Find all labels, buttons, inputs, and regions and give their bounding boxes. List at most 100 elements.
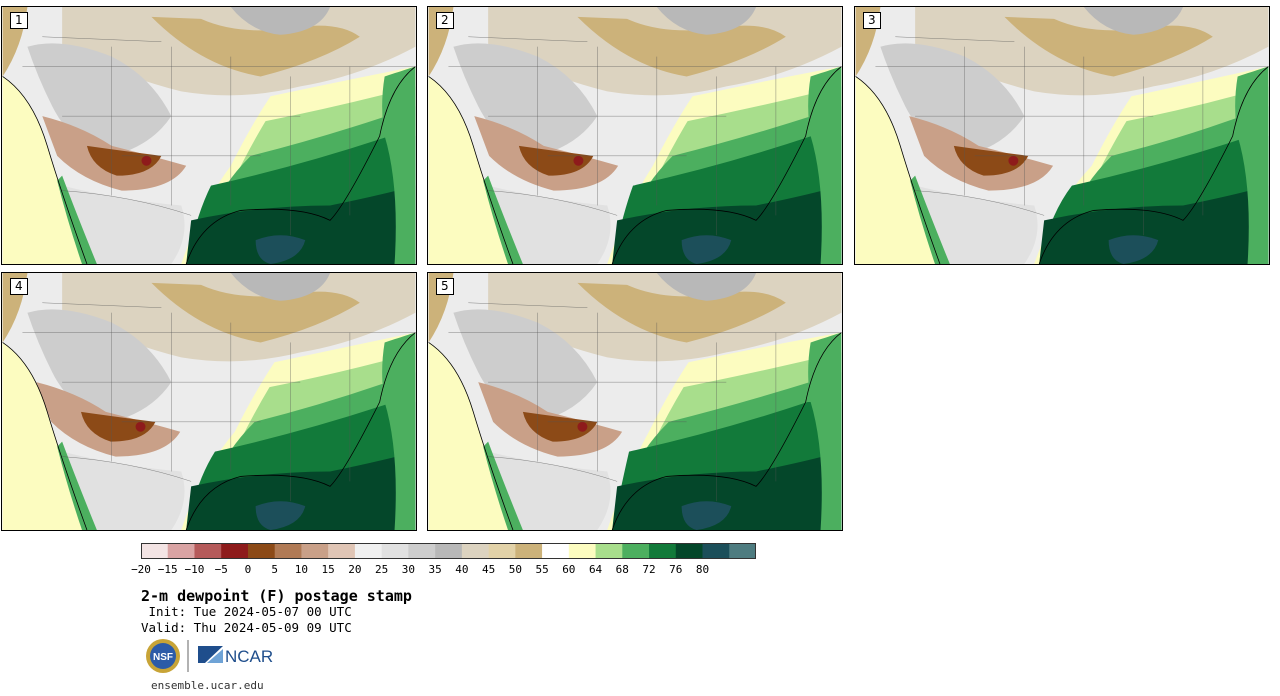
colorbar-swatch	[141, 543, 169, 559]
dewpoint-colorbar	[141, 543, 756, 559]
member-number-label: 5	[436, 278, 454, 295]
colorbar-swatch	[194, 543, 222, 559]
colorbar-swatch	[568, 543, 596, 559]
northern-plains-tan	[151, 282, 360, 343]
colorbar-swatch	[702, 543, 730, 559]
very-dry-core	[86, 145, 162, 176]
colorbar-tick-label: 76	[669, 563, 683, 576]
colorbar-tick-label: 40	[455, 563, 469, 576]
colorbar-tick-label: −15	[157, 563, 178, 576]
gulf-moist-76	[255, 235, 306, 264]
gulf-atlantic-coastline	[611, 332, 842, 530]
chart-title: 2-m dewpoint (F) postage stamp	[141, 587, 412, 605]
member-panel-3: 3	[854, 6, 1270, 265]
pacific-coastline	[2, 342, 88, 530]
colorbar-tick-label: 55	[535, 563, 549, 576]
colorbar-swatch	[675, 543, 703, 559]
gulf-moist-72	[186, 185, 416, 264]
pacific-ocean	[855, 76, 940, 264]
ncar-logo-text: NCAR	[225, 647, 273, 666]
mexico-west-coast-moist	[483, 175, 523, 264]
western-gray-region	[27, 309, 172, 422]
member-number-label: 2	[436, 12, 454, 29]
dewpoint-map	[855, 7, 1269, 264]
northern-plains-tan	[1004, 16, 1213, 77]
init-time: Init: Tue 2024-05-07 00 UTC	[141, 604, 352, 619]
mexico-region	[488, 185, 611, 264]
site-url: ensemble.ucar.edu	[151, 679, 264, 692]
pacific-coastline	[855, 76, 941, 264]
colorbar-swatch	[381, 543, 409, 559]
colorbar-swatch	[595, 543, 623, 559]
state-boundary	[42, 302, 162, 308]
state-boundary	[62, 456, 192, 482]
colorbar-swatch	[622, 543, 650, 559]
nsf-logo-text: NSF	[153, 652, 173, 663]
colorbar-tick-label: 60	[562, 563, 576, 576]
state-boundary	[468, 302, 588, 308]
member-panel-4: 4	[1, 272, 417, 531]
state-boundary	[915, 190, 1045, 216]
colorbar-tick-label: 80	[695, 563, 710, 576]
colorbar-tick-label: 50	[508, 563, 522, 576]
member-number-label: 3	[863, 12, 881, 29]
colorbar-swatch	[247, 543, 275, 559]
colorbar-tick-label: 68	[615, 563, 629, 576]
very-dry-core	[953, 145, 1029, 176]
colorbar-tick-label: 64	[588, 563, 603, 576]
northern-plains-tan	[577, 282, 786, 343]
great-lakes-gray	[230, 7, 331, 35]
pacific-ocean	[428, 76, 513, 264]
pacific-ocean	[428, 342, 513, 530]
colorbar-outline	[141, 543, 756, 559]
driest-spot	[573, 155, 584, 166]
dewpoint-map	[2, 273, 416, 530]
colorbar-swatch	[328, 543, 356, 559]
colorbar-swatch	[542, 543, 570, 559]
atlantic-ocean	[382, 66, 416, 264]
driest-spot	[141, 155, 152, 166]
northern-plains-tan	[577, 16, 786, 77]
northern-plains-tan	[151, 16, 360, 77]
pacific-coastline	[2, 76, 88, 264]
dewpoint-map	[2, 7, 416, 264]
nsf-logo: NSF	[146, 639, 180, 673]
sponsor-logos: NSF NCAR	[146, 639, 273, 673]
dewpoint-map	[428, 7, 842, 264]
member-panel-2: 2	[427, 6, 843, 265]
mexico-west-coast-moist	[910, 175, 950, 264]
colorbar-tick-label: −10	[184, 563, 205, 576]
great-lakes-gray	[1083, 7, 1184, 35]
pacific-coastline	[428, 342, 514, 530]
mexico-region	[62, 451, 185, 530]
state-boundary	[488, 190, 618, 216]
gulf-atlantic-coastline	[611, 66, 842, 264]
colorbar-tick-label: 72	[642, 563, 656, 576]
colorbar-swatch	[515, 543, 543, 559]
gulf-atlantic-coastline	[185, 66, 416, 264]
colorbar-swatch	[488, 543, 516, 559]
gulf-atlantic-coastline	[185, 332, 416, 530]
colorbar-tick-label: 5	[271, 563, 278, 576]
colorbar-swatch	[221, 543, 249, 559]
colorbar-tick-labels: −20 −15 −10 −5 0 5 10 15 20 25 30 35 40 45 50 55 60 64 68 7…	[0, 563, 1280, 577]
colorbar-tick-label: −5	[214, 563, 228, 576]
member-panel-5: 5	[427, 272, 843, 531]
mexico-west-coast-moist	[483, 441, 523, 530]
pacific-ocean	[2, 342, 87, 530]
dewpoint-map	[428, 273, 842, 530]
mexico-region	[915, 185, 1038, 264]
gulf-moist-72	[186, 451, 416, 530]
state-boundary	[488, 456, 618, 482]
member-number-label: 4	[10, 278, 28, 295]
colorbar-tick-label: −20	[131, 563, 151, 576]
state-boundary	[42, 36, 162, 42]
mexico-west-coast-moist	[57, 175, 97, 264]
atlantic-ocean	[808, 332, 842, 530]
gulf-moist-76	[681, 501, 732, 530]
pacific-ocean	[2, 76, 87, 264]
colorbar-swatch	[649, 543, 677, 559]
mexico-region	[488, 451, 611, 530]
state-boundary	[895, 36, 1015, 42]
state-boundary	[468, 36, 588, 42]
